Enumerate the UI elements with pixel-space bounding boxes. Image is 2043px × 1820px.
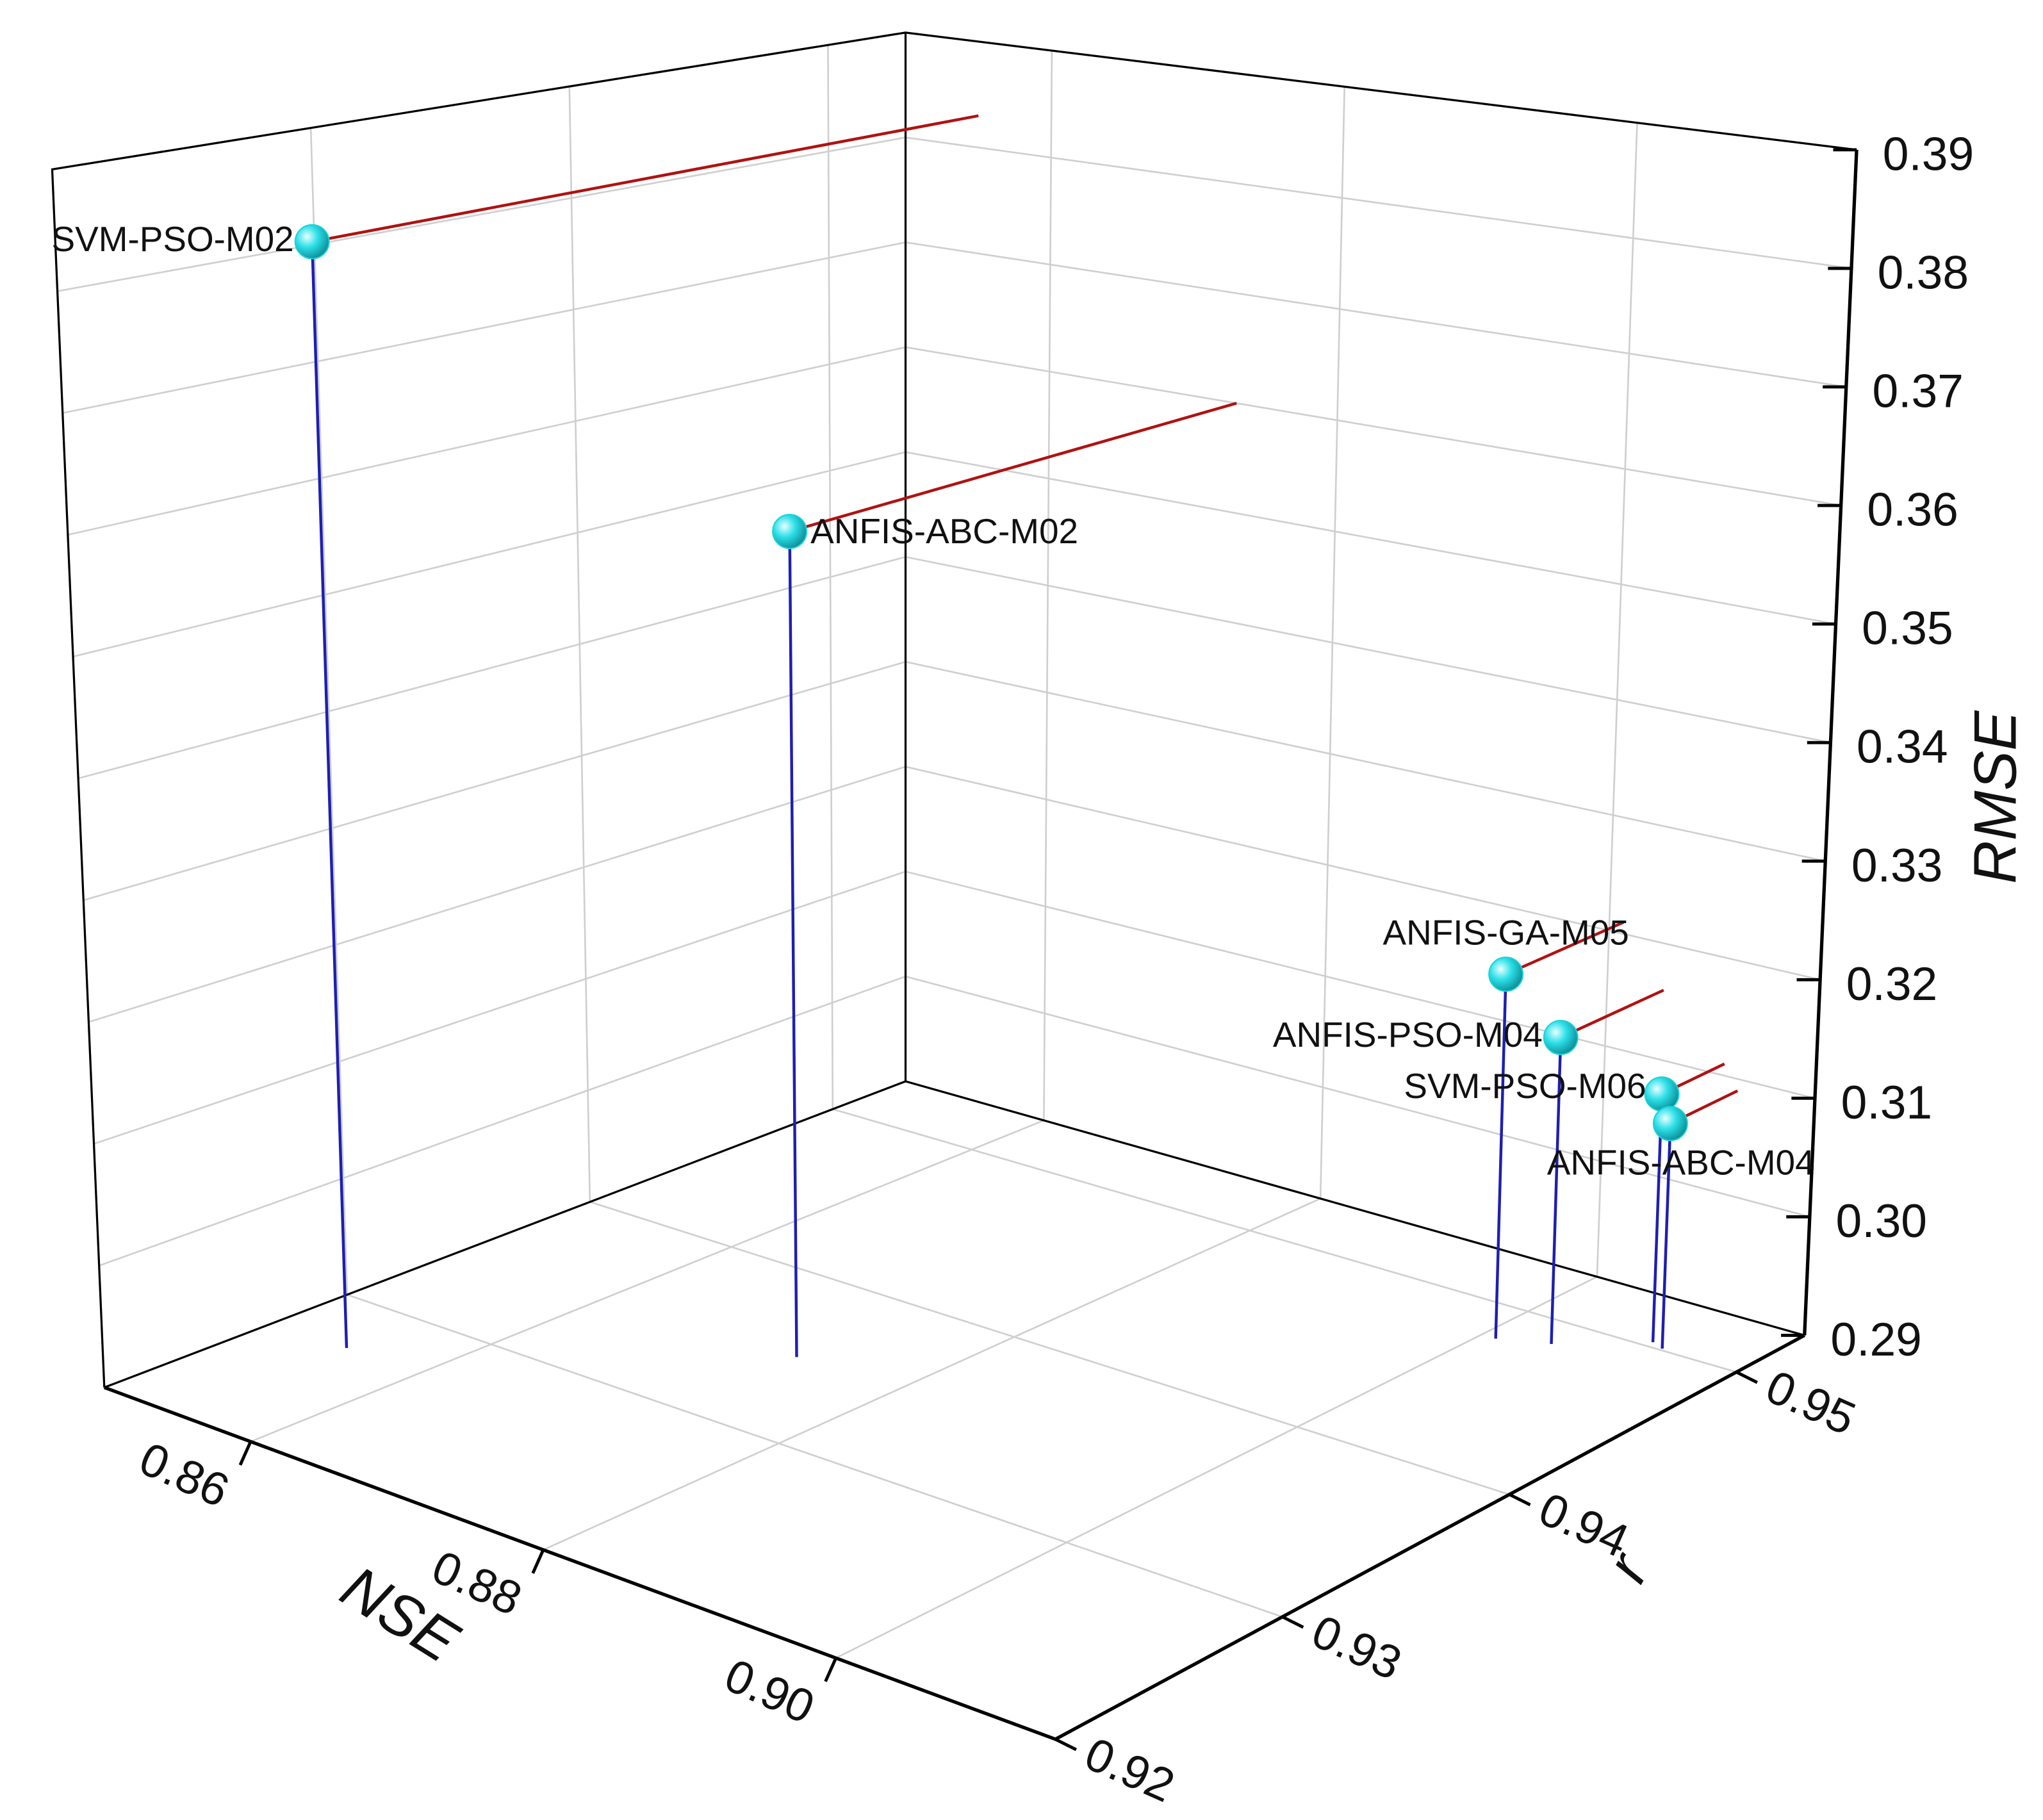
y-tick-label: 0.93 bbox=[1304, 1605, 1409, 1690]
grid-line bbox=[99, 975, 906, 1267]
frame-edge bbox=[104, 1080, 1805, 1389]
grid-line bbox=[78, 556, 906, 780]
z-tick-label: 0.35 bbox=[1862, 602, 1953, 655]
drop-line bbox=[310, 242, 349, 1349]
grid-line bbox=[72, 451, 906, 658]
tick-mark bbox=[824, 1657, 838, 1682]
z-tick-label: 0.29 bbox=[1830, 1313, 1921, 1366]
point-label: SVM-PSO-M02 bbox=[52, 219, 294, 259]
projection-line bbox=[1505, 921, 1625, 976]
point-label: ANFIS-ABC-M02 bbox=[810, 511, 1078, 551]
grid-line bbox=[543, 1197, 1321, 1551]
grid-line bbox=[88, 766, 906, 1023]
grid-line bbox=[905, 451, 1836, 625]
grid-line bbox=[905, 766, 1821, 981]
grid-line bbox=[905, 241, 1846, 388]
grid-line bbox=[83, 660, 906, 901]
z-axis-title: RMSE bbox=[1961, 710, 2028, 884]
y-tick-label: 0.95 bbox=[1759, 1360, 1864, 1445]
grid-line bbox=[1596, 122, 1638, 1277]
grid-line bbox=[57, 136, 906, 292]
z-tick-label: 0.38 bbox=[1878, 246, 1969, 299]
drop-line bbox=[1494, 974, 1507, 1339]
grid-line bbox=[62, 241, 906, 414]
projection-line bbox=[789, 402, 1237, 533]
frame-edge bbox=[51, 31, 1857, 1388]
tick-mark bbox=[1281, 1615, 1304, 1629]
z-tick-label: 0.30 bbox=[1836, 1195, 1927, 1247]
grid-line bbox=[905, 136, 1852, 270]
z-tick-label: 0.34 bbox=[1857, 721, 1948, 773]
z-tick-label: 0.37 bbox=[1872, 365, 1963, 418]
z-tick-label: 0.31 bbox=[1841, 1076, 1932, 1129]
grid-line bbox=[94, 871, 906, 1145]
grid-line bbox=[905, 871, 1816, 1099]
z-tick-label: 0.39 bbox=[1883, 127, 1974, 180]
grid-line bbox=[250, 1119, 1044, 1443]
tick-mark bbox=[531, 1549, 545, 1574]
z-tick-label: 0.33 bbox=[1851, 839, 1942, 892]
point-label: ANFIS-ABC-M04 bbox=[1547, 1142, 1815, 1182]
grid-line bbox=[827, 45, 834, 1110]
grid-line bbox=[589, 1201, 1510, 1496]
tick-mark bbox=[1735, 1370, 1759, 1384]
marks bbox=[294, 114, 1739, 1357]
point-marker bbox=[1488, 956, 1524, 992]
point-marker bbox=[1652, 1106, 1688, 1142]
y-tick-label: 0.94 bbox=[1531, 1482, 1636, 1568]
tick-mark bbox=[1054, 1737, 1078, 1751]
grid-line bbox=[309, 127, 349, 1295]
z-tick-label: 0.32 bbox=[1846, 958, 1937, 1010]
z-tick-label: 0.36 bbox=[1867, 484, 1958, 536]
frame bbox=[51, 31, 1858, 1741]
point-label: SVM-PSO-M06 bbox=[1404, 1066, 1646, 1106]
grid-line bbox=[832, 1108, 1737, 1373]
point-marker bbox=[294, 224, 330, 259]
grid-line bbox=[347, 1293, 1283, 1618]
grid-line bbox=[835, 1275, 1598, 1659]
grid-line bbox=[905, 660, 1826, 862]
axis-line bbox=[1803, 149, 1858, 1336]
tick-mark bbox=[238, 1441, 252, 1466]
grid-line bbox=[1043, 50, 1053, 1120]
drop-line bbox=[1550, 1037, 1563, 1345]
point-label: ANFIS-PSO-M04 bbox=[1273, 1015, 1543, 1054]
point-label: ANFIS-GA-M05 bbox=[1383, 912, 1629, 952]
tick-mark bbox=[1508, 1493, 1531, 1507]
grid-line bbox=[1319, 86, 1346, 1199]
point-marker bbox=[772, 514, 808, 550]
projection-line bbox=[311, 114, 979, 243]
grid-line bbox=[67, 346, 906, 536]
point-marker bbox=[1543, 1019, 1579, 1055]
drop-line bbox=[788, 531, 798, 1357]
axis-line bbox=[103, 1334, 1805, 1741]
point-marker bbox=[1644, 1076, 1680, 1112]
drop-line bbox=[1661, 1123, 1672, 1349]
grid bbox=[51, 31, 1857, 1751]
x-tick-label: 0.90 bbox=[718, 1649, 823, 1734]
projection-line bbox=[1560, 988, 1664, 1039]
x-tick-label: 0.86 bbox=[132, 1432, 237, 1518]
grid-line bbox=[568, 86, 591, 1202]
grid-line bbox=[905, 346, 1841, 507]
y-tick-label: 0.92 bbox=[1078, 1727, 1183, 1812]
grid-line bbox=[905, 556, 1831, 744]
